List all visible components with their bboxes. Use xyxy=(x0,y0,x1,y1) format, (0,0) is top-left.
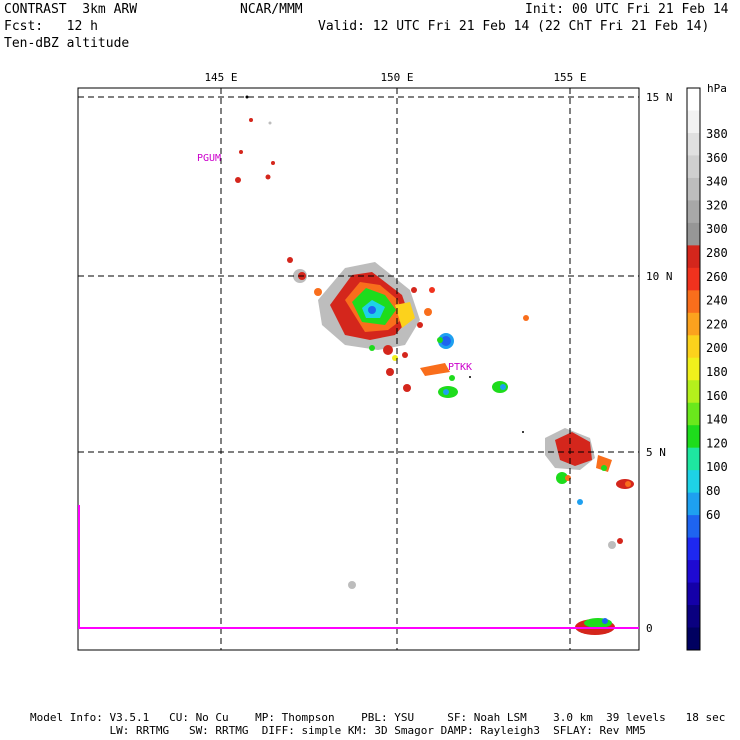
colorbar-swatch xyxy=(687,335,700,359)
field-name: Ten-dBZ altitude xyxy=(4,36,130,51)
reflectivity-field xyxy=(235,118,634,635)
lat-label-0: 0 xyxy=(646,622,653,635)
colorbar-swatch xyxy=(687,560,700,584)
init-time: Init: 00 UTC Fri 21 Feb 14 xyxy=(525,2,729,17)
colorbar-swatch xyxy=(687,312,700,336)
colorbar-tick-label: 300 xyxy=(706,222,728,236)
lon-label-150: 150 E xyxy=(380,71,413,84)
domain-boundary xyxy=(78,505,639,629)
colorbar-tick-label: 280 xyxy=(706,246,728,260)
map-frame xyxy=(77,87,640,651)
colorbar-swatch xyxy=(687,627,700,651)
colorbar-swatch xyxy=(687,357,700,381)
colorbar-swatch xyxy=(687,177,700,201)
colorbar-tick-label: 120 xyxy=(706,436,728,450)
colorbar-labels: 380 360 340 320 300 280 260 240 220 200 180 160 140 1… xyxy=(706,127,728,522)
colorbar-swatch xyxy=(687,470,700,494)
forecast-hour: Fcst: 12 h xyxy=(4,19,98,34)
colorbar-swatch xyxy=(687,88,700,111)
colorbar-swatch xyxy=(687,402,700,426)
colorbar-swatch xyxy=(687,222,700,246)
colorbar-tick-label: 80 xyxy=(706,484,720,498)
colorbar-tick-label: 100 xyxy=(706,460,728,474)
model-info-line1: Model Info: V3.5.1 CU: No Cu MP: Thompso… xyxy=(30,711,726,724)
lon-label-145: 145 E xyxy=(204,71,237,84)
colorbar-tick-label: 380 xyxy=(706,127,728,141)
colorbar-tick-label: 160 xyxy=(706,389,728,403)
colorbar-tick-label: 220 xyxy=(706,317,728,331)
lat-label-5n: 5 N xyxy=(646,446,666,459)
colorbar xyxy=(686,87,701,651)
colorbar-swatch xyxy=(687,537,700,561)
graticule xyxy=(78,88,639,650)
colorbar-tick-label: 340 xyxy=(706,175,728,189)
lon-label-155: 155 E xyxy=(553,71,586,84)
colorbar-swatch xyxy=(687,290,700,314)
lat-label-10n: 10 N xyxy=(646,270,673,283)
station-ptkk: PTKK xyxy=(448,362,472,373)
model-title: CONTRAST 3km ARW xyxy=(4,2,138,17)
colorbar-tick-label: 260 xyxy=(706,270,728,284)
colorbar-swatch xyxy=(687,110,700,134)
colorbar-tick-label: 60 xyxy=(706,508,720,522)
colorbar-swatch xyxy=(687,515,700,539)
colorbar-swatch xyxy=(687,267,700,291)
colorbar-swatch xyxy=(687,425,700,449)
model-info-line2: LW: RRTMG SW: RRTMG DIFF: simple KM: 3D … xyxy=(30,724,646,737)
colorbar-swatch xyxy=(687,605,700,629)
station-pgum: PGUM xyxy=(197,153,221,164)
colorbar-swatch xyxy=(687,582,700,606)
lat-label-15n: 15 N xyxy=(646,91,673,104)
colorbar-swatch xyxy=(687,200,700,224)
colorbar-swatch xyxy=(687,447,700,471)
colorbar-swatch xyxy=(687,380,700,404)
colorbar-tick-label: 320 xyxy=(706,198,728,212)
colorbar-swatch xyxy=(687,245,700,269)
valid-time: Valid: 12 UTC Fri 21 Feb 14 (22 ChT Fri … xyxy=(318,19,710,34)
colorbar-tick-label: 180 xyxy=(706,365,728,379)
colorbar-tick-label: 140 xyxy=(706,413,728,427)
colorbar-tick-label: 360 xyxy=(706,151,728,165)
colorbar-swatch xyxy=(687,492,700,516)
colorbar-tick-label: 200 xyxy=(706,341,728,355)
colorbar-unit: hPa xyxy=(707,82,727,95)
colorbar-swatch xyxy=(687,155,700,179)
colorbar-swatch xyxy=(687,132,700,156)
source-label: NCAR/MMM xyxy=(240,2,303,17)
colorbar-tick-label: 240 xyxy=(706,294,728,308)
